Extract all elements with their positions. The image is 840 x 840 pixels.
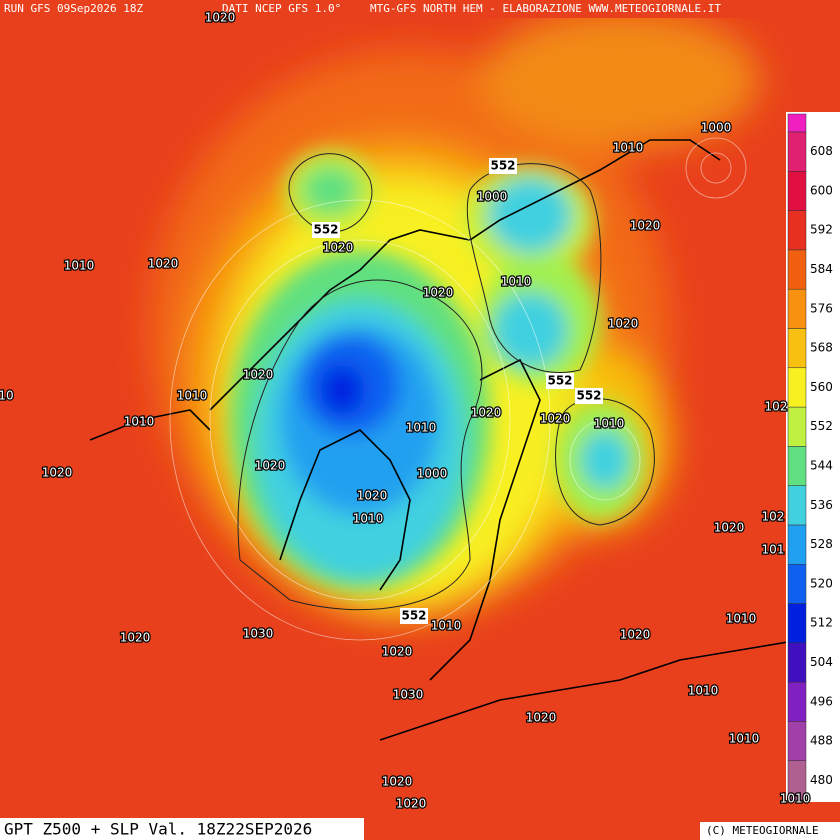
colorbar-swatch [787,328,807,369]
colorbar-label: 480 [810,773,833,787]
colorbar-label: 512 [810,616,833,630]
colorbar-label: 568 [810,341,833,355]
copyright-box [700,822,840,840]
slp-label: 1020 [540,412,571,426]
colorbar-swatch [787,131,807,172]
footer-box [0,818,364,840]
slp-label: 1000 [701,121,732,135]
header-credit: MTG-GFS NORTH HEM - ELABORAZIONE WWW.MET… [370,2,721,15]
z500-label: 552 [547,374,572,388]
z500-label-box [575,388,603,404]
slp-label: 1010 [124,415,155,429]
colorbar-swatch [787,603,807,644]
slp-label: 1020 [608,317,639,331]
colorbar-swatch [787,249,807,290]
colorbar-swatch [787,446,807,486]
slp-label: 1010 [406,421,437,435]
slp-label: 1020 [120,631,151,645]
slp-label: 1020 [323,241,354,255]
colorbar-swatch [787,563,807,604]
z500-label: 552 [401,609,426,623]
colorbar-swatch [787,406,807,447]
colorbar-swatch [787,210,807,251]
colorbar-top [787,113,807,133]
colorbar-swatch [787,171,807,211]
colorbar-swatch [787,367,807,408]
slp-label: 1020 [423,286,454,300]
colorbar-label: 496 [810,694,833,708]
slp-label: 1000 [417,467,448,481]
slp-label: 1020 [205,11,236,25]
slp-label: 10 [0,389,14,403]
colorbar-label: 536 [810,498,833,512]
slp-label: 1010 [177,389,208,403]
colorbar-swatch [787,721,807,761]
slp-label: 1010 [431,619,462,633]
slp-label: 1010 [780,792,811,806]
z500-label: 552 [576,389,601,403]
colorbar-swatch [787,288,807,329]
slp-label: 1010 [613,141,644,155]
slp-label: 1020 [42,466,73,480]
z500-label: 552 [313,223,338,237]
slp-label: 1020 [714,521,745,535]
slp-label: 1020 [382,775,413,789]
slp-label: 1010 [729,732,760,746]
slp-label: 1010 [594,417,625,431]
slp-label: 1010 [501,275,532,289]
slp-label: 1030 [393,688,424,702]
colorbar-swatch [787,485,807,526]
colorbar-label: 576 [810,301,833,315]
colorbar-label: 520 [810,576,833,590]
header-run: RUN GFS 09Sep2026 18Z [4,2,143,15]
slp-label: 1010 [726,612,757,626]
colorbar-label: 528 [810,537,833,551]
slp-label: 1020 [357,489,388,503]
header-band [0,0,840,18]
z500-label-box [400,608,428,624]
colorbar-label: 552 [810,419,833,433]
colorbar-swatch [787,524,807,565]
z500-label-box [312,222,340,238]
copyright: (C) METEOGIORNALE [706,824,819,837]
colorbar-swatch [787,642,807,683]
z500-label-box [489,158,517,174]
slp-label: 1030 [243,627,274,641]
colorbar-label: 608 [810,144,833,158]
slp-label: 1020 [382,645,413,659]
slp-label: 1020 [243,368,274,382]
colorbar-label: 488 [810,734,833,748]
colorbar-label: 592 [810,223,833,237]
slp-label: 1010 [688,684,719,698]
slp-label: 1010 [64,259,95,273]
colorbar-label: 584 [810,262,833,276]
colorbar-swatch [787,681,807,722]
slp-label: 1020 [471,406,502,420]
colorbar-label: 560 [810,380,833,394]
z500-label: 552 [490,159,515,173]
colorbar-label: 600 [810,183,833,197]
slp-label: 102 [765,400,788,414]
slp-label: 101 [762,543,785,557]
footer: GPT Z500 + SLP Val. 18Z22SEP2026 [4,820,312,839]
z500-label-box [546,373,574,389]
slp-label: 1020 [526,711,557,725]
colorbar-label: 504 [810,655,833,669]
slp-label: 1020 [630,219,661,233]
slp-label: 1020 [620,628,651,642]
slp-label: 102 [762,510,785,524]
slp-label: 1020 [148,257,179,271]
header-source: DATI NCEP GFS 1.0° [222,2,341,15]
colorbar-label: 544 [810,459,833,473]
slp-label: 1000 [477,190,508,204]
slp-label: 1010 [353,512,384,526]
slp-label: 1020 [255,459,286,473]
slp-label: 1020 [396,797,427,811]
